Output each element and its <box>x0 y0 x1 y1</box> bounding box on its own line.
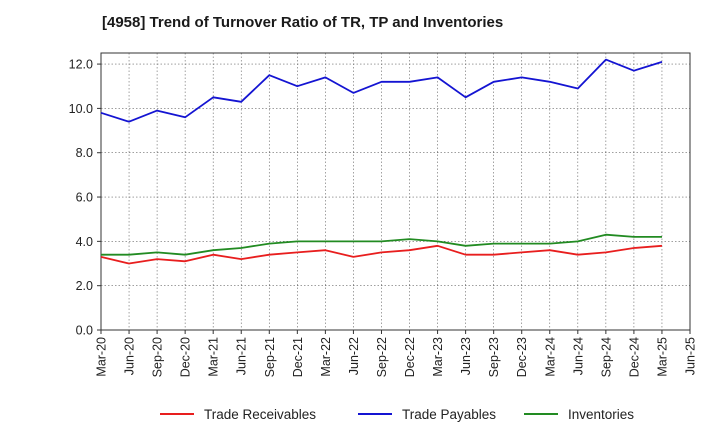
x-tick-label: Jun-25 <box>684 337 698 375</box>
x-tick-label: Mar-25 <box>655 337 669 377</box>
y-tick-label: 4.0 <box>76 235 93 249</box>
x-tick-label: Sep-23 <box>487 337 501 377</box>
y-tick-label: 10.0 <box>69 102 93 116</box>
x-tick-label: Jun-24 <box>571 337 585 375</box>
x-tick-label: Dec-23 <box>515 337 529 377</box>
y-tick-label: 2.0 <box>76 279 93 293</box>
legend-label: Trade Receivables <box>204 407 316 422</box>
x-tick-label: Mar-20 <box>95 337 109 377</box>
y-tick-label: 8.0 <box>76 146 93 160</box>
legend-label: Inventories <box>568 407 634 422</box>
series-line <box>101 233 662 256</box>
x-tick-label: Dec-20 <box>179 337 193 377</box>
x-tick-label: Sep-21 <box>263 337 277 377</box>
x-tick-label: Mar-23 <box>431 337 445 377</box>
x-tick-label: Mar-21 <box>207 337 221 377</box>
chart-title: [4958] Trend of Turnover Ratio of TR, TP… <box>102 14 504 31</box>
x-tick-label: Jun-23 <box>459 337 473 375</box>
x-tick-label: Sep-22 <box>375 337 389 377</box>
series-line <box>100 244 663 265</box>
y-tick-label: 12.0 <box>69 58 93 72</box>
axes: 0.0 2.0 4.0 6.0 8.0 10.0 12.0 Mar-20 Jun-20 Sep-2… <box>69 52 698 377</box>
plot-frame <box>100 52 691 331</box>
legend: Trade Receivables Trade Payables Inventori… <box>160 407 634 422</box>
x-tick-label: Mar-24 <box>543 337 557 377</box>
series-lines <box>100 58 663 265</box>
x-tick-label: Jun-22 <box>347 337 361 375</box>
x-tick-label: Jun-21 <box>235 337 249 375</box>
y-tick-label: 0.0 <box>76 324 93 338</box>
legend-label: Trade Payables <box>402 407 496 422</box>
x-tick-label: Jun-20 <box>123 337 137 375</box>
x-tick-label: Mar-22 <box>319 337 333 377</box>
x-tick-label: Sep-20 <box>151 337 165 377</box>
x-tick-label: Dec-24 <box>627 337 641 377</box>
series-line <box>100 58 663 123</box>
x-tick-label: Dec-21 <box>291 337 305 377</box>
grid-lines <box>101 53 690 330</box>
y-tick-label: 6.0 <box>76 191 93 205</box>
x-tick-label: Dec-22 <box>403 337 417 377</box>
x-tick-label: Sep-24 <box>599 337 613 377</box>
